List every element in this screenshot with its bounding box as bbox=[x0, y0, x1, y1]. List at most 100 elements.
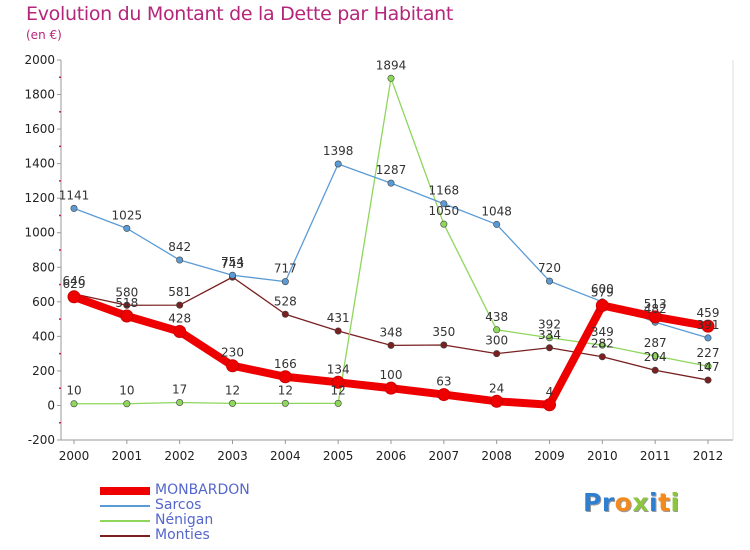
data-label: 287 bbox=[644, 336, 667, 350]
x-tick-label: 2004 bbox=[270, 449, 301, 463]
data-label: 282 bbox=[591, 337, 614, 351]
series-monbardon bbox=[67, 290, 715, 412]
x-tick-label: 2005 bbox=[323, 449, 354, 463]
legend-label: MONBARDON bbox=[155, 482, 250, 498]
logo-letter: t bbox=[658, 488, 671, 517]
data-point bbox=[334, 327, 342, 335]
data-label: 100 bbox=[380, 368, 403, 382]
data-point bbox=[334, 399, 342, 407]
data-point bbox=[595, 298, 609, 312]
x-tick-label: 2010 bbox=[587, 449, 618, 463]
y-tick-label: 1200 bbox=[24, 191, 55, 205]
data-label: 646 bbox=[63, 274, 86, 288]
data-label: 230 bbox=[221, 346, 244, 360]
data-label: 1287 bbox=[376, 163, 407, 177]
data-point bbox=[545, 344, 553, 352]
data-label: 17 bbox=[172, 383, 187, 397]
y-tick-label: 600 bbox=[32, 295, 55, 309]
chart-title: Evolution du Montant de la Dette par Hab… bbox=[26, 3, 454, 25]
legend-label: Monties bbox=[155, 527, 210, 543]
x-tick-label: 2000 bbox=[59, 449, 90, 463]
data-label: 518 bbox=[115, 296, 138, 310]
data-label: 12 bbox=[331, 383, 346, 397]
data-point bbox=[70, 400, 78, 408]
data-point bbox=[278, 370, 292, 384]
data-label: 629 bbox=[63, 277, 86, 291]
data-point bbox=[384, 381, 398, 395]
x-tick-label: 2003 bbox=[217, 449, 248, 463]
y-tick-label: 0 bbox=[47, 398, 55, 412]
data-point bbox=[545, 277, 553, 285]
line-chart: -200 0 200 400 600 800 1000 1200 1400 1600 1800 200… bbox=[24, 53, 734, 463]
logo-letter: r bbox=[601, 488, 615, 517]
data-label: 12 bbox=[225, 383, 240, 397]
data-label: 1894 bbox=[376, 58, 407, 72]
data-point bbox=[598, 341, 606, 349]
data-label: 482 bbox=[644, 302, 667, 316]
data-point bbox=[651, 352, 659, 360]
data-point bbox=[493, 326, 501, 334]
data-label: 4 bbox=[546, 385, 554, 399]
data-label: 600 bbox=[591, 282, 614, 296]
data-label: 720 bbox=[538, 261, 561, 275]
data-label: 166 bbox=[274, 357, 297, 371]
data-point bbox=[226, 359, 239, 373]
data-point bbox=[704, 362, 712, 370]
data-point bbox=[387, 179, 395, 187]
data-label: 350 bbox=[432, 325, 455, 339]
data-point bbox=[598, 353, 606, 361]
data-point bbox=[704, 334, 712, 342]
data-label: 349 bbox=[591, 325, 614, 339]
data-label: 459 bbox=[697, 306, 720, 320]
series-sarcos bbox=[70, 160, 712, 342]
y-tick-label: -200 bbox=[28, 433, 55, 447]
data-point bbox=[67, 290, 81, 304]
x-tick-label: 2008 bbox=[481, 449, 512, 463]
data-point bbox=[437, 388, 451, 402]
logo-letter: i bbox=[649, 488, 659, 517]
data-label: 431 bbox=[327, 311, 350, 325]
data-point bbox=[701, 319, 715, 333]
data-label: 12 bbox=[278, 383, 293, 397]
chart-subtitle: (en €) bbox=[26, 28, 62, 42]
data-point bbox=[229, 271, 237, 279]
data-point bbox=[387, 74, 395, 82]
x-tick-label: 2002 bbox=[164, 449, 195, 463]
data-point bbox=[281, 278, 289, 286]
y-tick-label: 1600 bbox=[24, 122, 55, 136]
data-point bbox=[229, 399, 237, 407]
x-tick-label: 2001 bbox=[112, 449, 143, 463]
data-label: 63 bbox=[436, 375, 451, 389]
data-label: 10 bbox=[66, 384, 81, 398]
legend-swatch bbox=[100, 487, 150, 495]
y-tick-label: 400 bbox=[32, 329, 55, 343]
legend-swatch bbox=[100, 505, 150, 507]
data-point bbox=[120, 309, 134, 323]
data-point bbox=[545, 334, 553, 342]
data-point bbox=[387, 341, 395, 349]
data-point bbox=[331, 375, 345, 389]
legend-label: Nénigan bbox=[155, 512, 214, 528]
data-point bbox=[176, 256, 184, 264]
data-label: 10 bbox=[119, 384, 134, 398]
data-point bbox=[440, 200, 448, 208]
series-nnigan bbox=[70, 74, 712, 408]
data-label: 717 bbox=[274, 262, 297, 276]
logo-letter: i bbox=[670, 488, 680, 517]
data-label: 513 bbox=[644, 297, 667, 311]
x-tick-label: 2009 bbox=[534, 449, 565, 463]
logo-letter: P bbox=[583, 488, 602, 517]
y-tick-label: 200 bbox=[32, 364, 55, 378]
data-label: 842 bbox=[168, 240, 191, 254]
data-label: 147 bbox=[697, 360, 720, 374]
data-point bbox=[123, 224, 131, 232]
data-point bbox=[648, 310, 662, 324]
data-label: 348 bbox=[380, 325, 403, 339]
y-tick-label: 800 bbox=[32, 260, 55, 274]
data-point bbox=[123, 400, 131, 408]
data-point bbox=[543, 398, 556, 412]
data-label: 428 bbox=[168, 312, 191, 326]
data-label: 1048 bbox=[481, 204, 512, 218]
legend-swatch bbox=[100, 520, 150, 522]
series-layer bbox=[67, 74, 715, 412]
